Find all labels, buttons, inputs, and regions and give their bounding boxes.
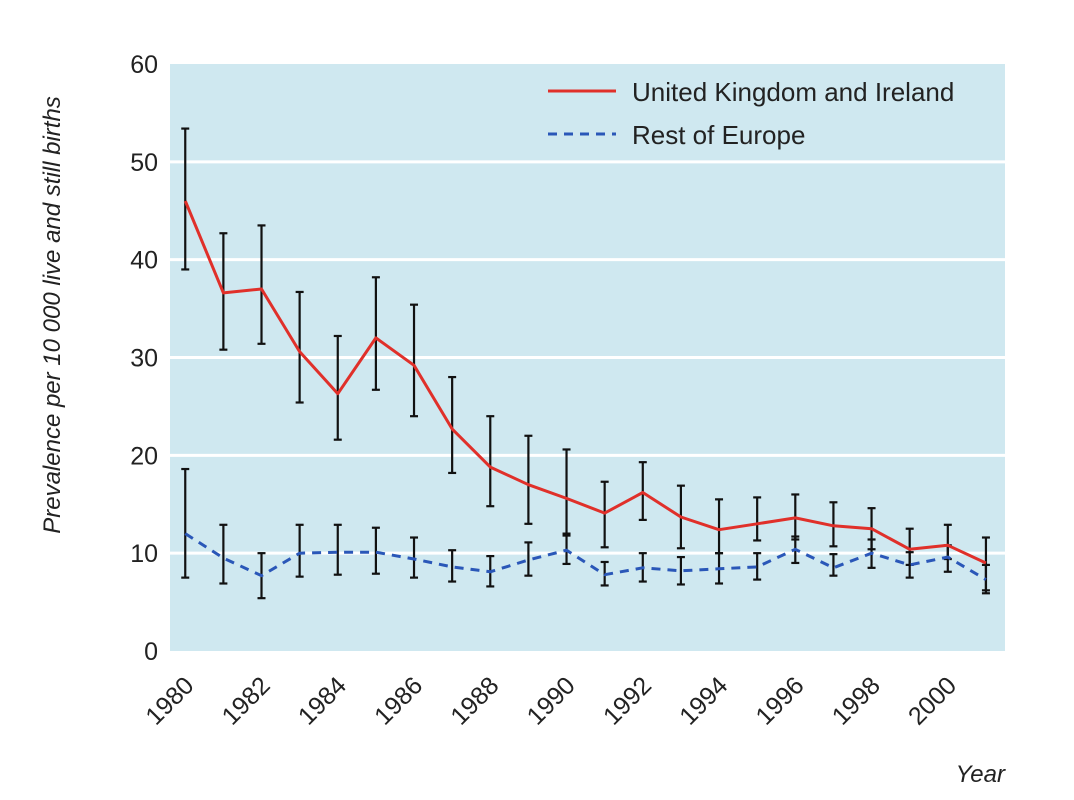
legend-label-rest-of-europe: Rest of Europe [632,120,805,150]
legend-label-uk-ireland: United Kingdom and Ireland [632,77,954,107]
error-bar-uk-1984 [333,334,342,441]
x-axis-label: Year [956,761,1006,788]
x-tick-1990: 1990 [522,671,581,730]
x-tick-2000: 2000 [903,671,962,730]
error-bar-eu-1993 [676,555,685,586]
x-tick-1992: 1992 [598,671,657,730]
error-bar-eu-1983 [295,523,304,578]
error-bar-eu-1987 [448,549,457,583]
error-bar-uk-1980 [181,127,190,271]
x-tick-1998: 1998 [827,671,886,730]
y-tick-0: 0 [144,638,158,666]
x-tick-1980: 1980 [140,671,199,730]
error-bar-eu-1999 [905,551,914,579]
series-line-rest-of-europe [184,532,987,581]
error-bar-eu-1985 [371,526,380,575]
y-axis-label: Prevalence per 10 000 live and still bir… [39,96,66,534]
error-bar-uk-1986 [410,303,419,418]
series-lines [183,200,987,581]
x-tick-1986: 1986 [369,671,428,730]
error-bar-eu-1997 [829,553,838,577]
error-bar-uk-1987 [448,375,457,475]
y-tick-60: 60 [130,51,158,79]
error-bar-uk-1988 [486,415,495,508]
error-bar-eu-1995 [753,552,762,581]
y-tick-20: 20 [130,442,158,470]
x-tick-1982: 1982 [217,671,276,730]
error-bar-eu-1989 [524,541,533,577]
x-tick-1988: 1988 [445,671,504,730]
y-tick-50: 50 [130,149,158,177]
error-bar-uk-1995 [753,496,762,542]
error-bars [181,127,990,600]
series-line-uk-ireland [183,200,987,565]
x-tick-1996: 1996 [750,671,809,730]
x-tick-1994: 1994 [674,671,733,730]
error-bar-uk-1989 [524,434,533,525]
error-bar-uk-1985 [371,276,380,391]
y-tick-30: 30 [130,345,158,373]
error-bar-eu-1981 [219,523,228,585]
error-bar-eu-1984 [333,523,342,576]
error-bar-uk-1982 [257,224,266,345]
x-tick-1984: 1984 [293,671,352,730]
y-tick-10: 10 [130,540,158,568]
legend: United Kingdom and Ireland Rest of Europ… [548,77,954,150]
error-bar-uk-1983 [295,290,304,404]
y-tick-40: 40 [130,247,158,275]
x-tick-labels: 1980 1982 1984 1986 1988 1990 1992 1994 1996 1998… [140,671,962,730]
y-tick-labels: 0 10 20 30 40 50 60 [130,51,158,666]
error-bar-eu-1980 [181,467,190,579]
gridlines [170,160,1005,555]
